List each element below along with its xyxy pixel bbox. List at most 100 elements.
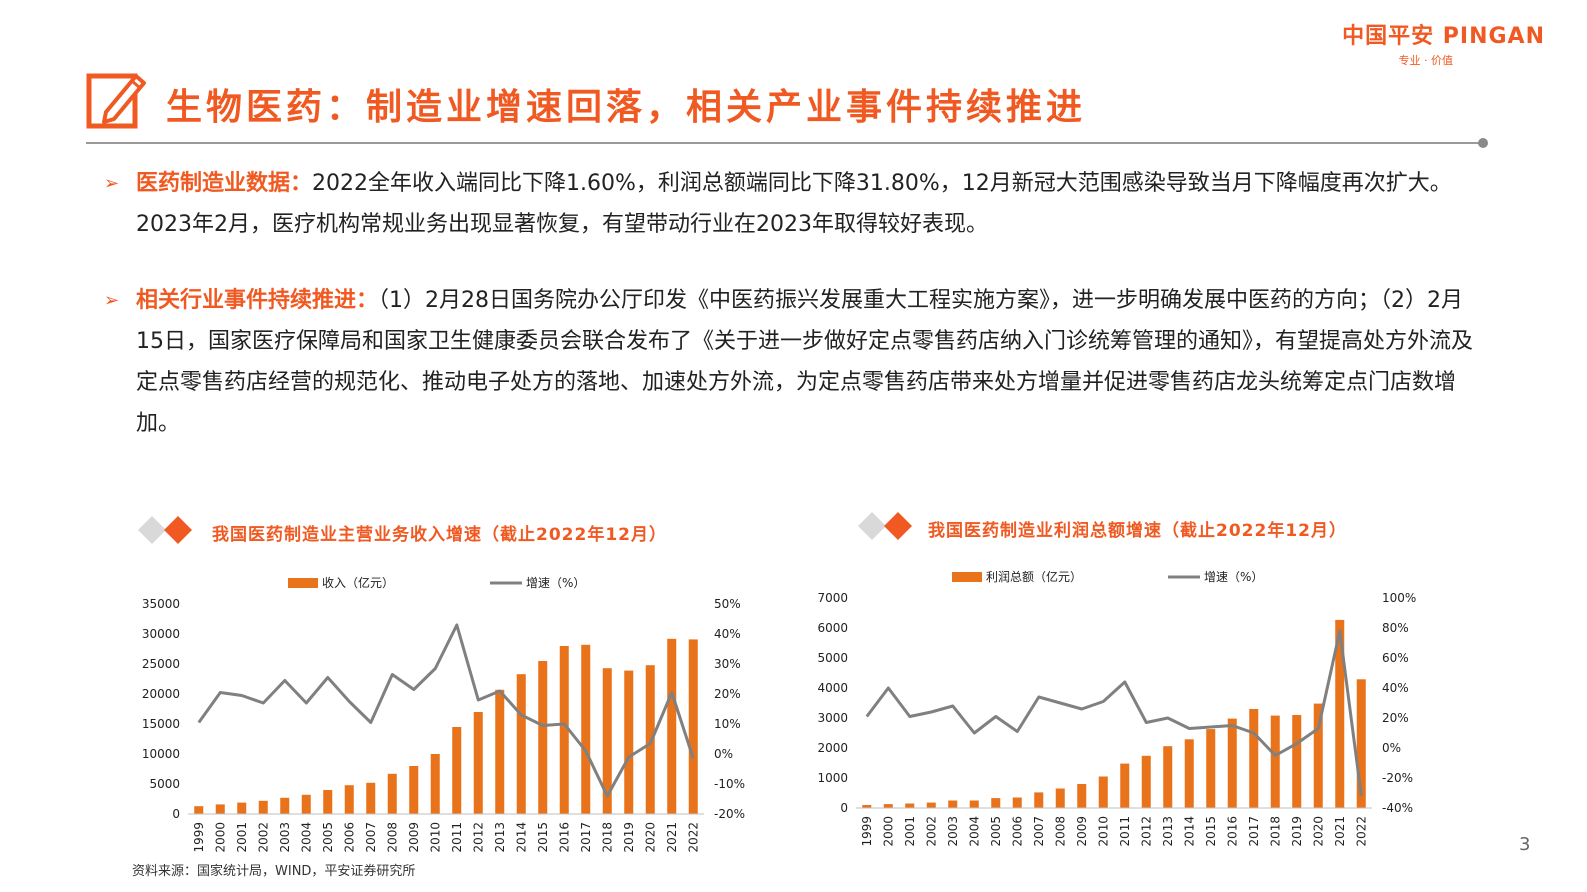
bar: [366, 782, 376, 814]
bar: [1120, 763, 1130, 808]
bar: [883, 804, 893, 808]
bullet-text: （1）2月28日国务院办公厅印发《中医药振兴发展重大工程实施方案》，进一步明确发…: [136, 288, 1473, 436]
bullet-key: 医药制造业数据：: [136, 171, 313, 196]
bar: [473, 712, 483, 814]
x-axis-tick-label: 2018: [1268, 816, 1282, 847]
left-axis-tick-label: 10000: [142, 747, 180, 761]
arrow-bullet-icon: ➢: [104, 290, 120, 311]
left-axis-tick-label: 5000: [149, 777, 180, 791]
x-axis-tick-label: 2001: [903, 816, 917, 847]
pingan-logo: 中国平安 PINGAN 专业 · 价值: [1342, 18, 1545, 68]
x-axis-tick-label: 2022: [1354, 816, 1368, 847]
right-axis-tick-label: -20%: [1382, 771, 1413, 785]
x-axis-tick-label: 2002: [256, 822, 270, 853]
bar: [516, 674, 526, 814]
legend-bar-swatch: [288, 578, 318, 588]
bar: [1292, 715, 1302, 808]
legend-bar-label: 收入（亿元）: [322, 575, 394, 590]
source-note: 资料来源：国家统计局，WIND，平安证券研究所: [132, 864, 416, 879]
left-axis-tick-label: 1000: [817, 771, 848, 785]
growth-line: [865, 629, 1363, 797]
bar: [667, 638, 677, 814]
page-number: 3: [1519, 834, 1531, 855]
bar: [581, 644, 591, 814]
left-axis-tick-label: 6000: [817, 621, 848, 635]
left-axis-tick-label: 3000: [817, 711, 848, 725]
legend-line-label: 增速（%）: [1204, 570, 1263, 584]
bar: [1141, 755, 1151, 808]
bar: [344, 785, 354, 814]
x-axis-tick-label: 2005: [321, 822, 335, 853]
right-axis-tick-label: -10%: [714, 777, 745, 791]
bar: [538, 661, 548, 814]
legend-bar-swatch: [952, 572, 982, 582]
right-axis-tick-label: 80%: [1382, 621, 1409, 635]
bar: [323, 790, 333, 814]
right-axis-tick-label: 0%: [714, 747, 733, 761]
x-axis-tick-label: 2000: [213, 822, 227, 853]
left-axis-tick-label: 4000: [817, 681, 848, 695]
right-axis-tick-label: 30%: [714, 657, 741, 671]
bar: [1034, 792, 1044, 808]
title-divider: [86, 142, 1482, 144]
x-axis-tick-label: 2009: [1075, 816, 1089, 847]
x-axis-tick-label: 2000: [881, 816, 895, 847]
bar: [1313, 703, 1323, 808]
x-axis-tick-label: 2004: [299, 822, 313, 853]
x-axis-tick-label: 2002: [924, 816, 938, 847]
x-axis-tick-label: 2011: [1118, 816, 1132, 847]
bar: [1227, 718, 1237, 808]
bullet-pharma-data: ➢ 医药制造业数据：2022全年收入端同比下降1.60%，利润总额端同比下降31…: [104, 163, 1474, 245]
logo-brand: 中国平安 PINGAN: [1342, 24, 1545, 49]
bar: [1335, 619, 1345, 808]
x-axis-tick-label: 2008: [385, 822, 399, 853]
x-axis-tick-label: 2013: [1161, 816, 1175, 847]
edit-pencil-icon: [86, 73, 146, 129]
bar: [559, 646, 569, 814]
x-axis-tick-label: 2011: [450, 822, 464, 853]
bar: [1270, 715, 1280, 808]
x-axis-tick-label: 2008: [1053, 816, 1067, 847]
x-axis-tick-label: 2006: [1010, 816, 1024, 847]
x-axis-tick-label: 2009: [407, 822, 421, 853]
bullet-industry-events: ➢ 相关行业事件持续推进：（1）2月28日国务院办公厅印发《中医药振兴发展重大工…: [104, 280, 1474, 444]
right-axis-tick-label: 100%: [1382, 591, 1416, 605]
x-axis-tick-label: 2021: [665, 822, 679, 853]
arrow-bullet-icon: ➢: [104, 173, 120, 194]
x-axis-tick-label: 2010: [428, 822, 442, 853]
diamond-decoration-icon: [138, 516, 192, 544]
diamond-decoration-icon: [858, 512, 912, 540]
profit-growth-chart: 0 1000 2000 3000 4000 5000 6000 7000 -40% -20% 0% 2…: [817, 569, 1416, 847]
bar: [862, 805, 872, 808]
x-axis-tick-label: 1999: [860, 816, 874, 847]
bar: [452, 727, 462, 814]
left-axis-tick-label: 25000: [142, 657, 180, 671]
bar: [430, 754, 440, 814]
right-axis-tick-label: -40%: [1382, 801, 1413, 815]
x-axis-tick-label: 2001: [235, 822, 249, 853]
x-axis-tick-label: 2019: [622, 822, 636, 853]
bar: [215, 804, 225, 814]
left-axis-tick-label: 7000: [817, 591, 848, 605]
x-axis-tick-label: 2014: [514, 822, 528, 853]
bar: [602, 668, 612, 814]
title-divider-dot: [1478, 138, 1488, 148]
x-axis-tick-label: 2016: [1225, 816, 1239, 847]
x-axis-tick-label: 2022: [686, 822, 700, 853]
x-axis-tick-label: 2010: [1096, 816, 1110, 847]
left-axis-tick-label: 0: [172, 807, 180, 821]
bar: [1184, 739, 1194, 808]
x-axis-tick-label: 2006: [342, 822, 356, 853]
bar: [969, 800, 979, 808]
left-axis-tick-label: 2000: [817, 741, 848, 755]
x-axis-tick-label: 2007: [1032, 816, 1046, 847]
bar: [1012, 797, 1022, 808]
x-axis-tick-label: 2015: [1204, 816, 1218, 847]
growth-line: [197, 623, 695, 798]
right-axis-tick-label: 20%: [1382, 711, 1409, 725]
x-axis-tick-label: 2018: [600, 822, 614, 853]
x-axis-tick-label: 2020: [643, 822, 657, 853]
left-axis-tick-label: 5000: [817, 651, 848, 665]
bar: [258, 800, 268, 814]
bar: [688, 639, 698, 814]
